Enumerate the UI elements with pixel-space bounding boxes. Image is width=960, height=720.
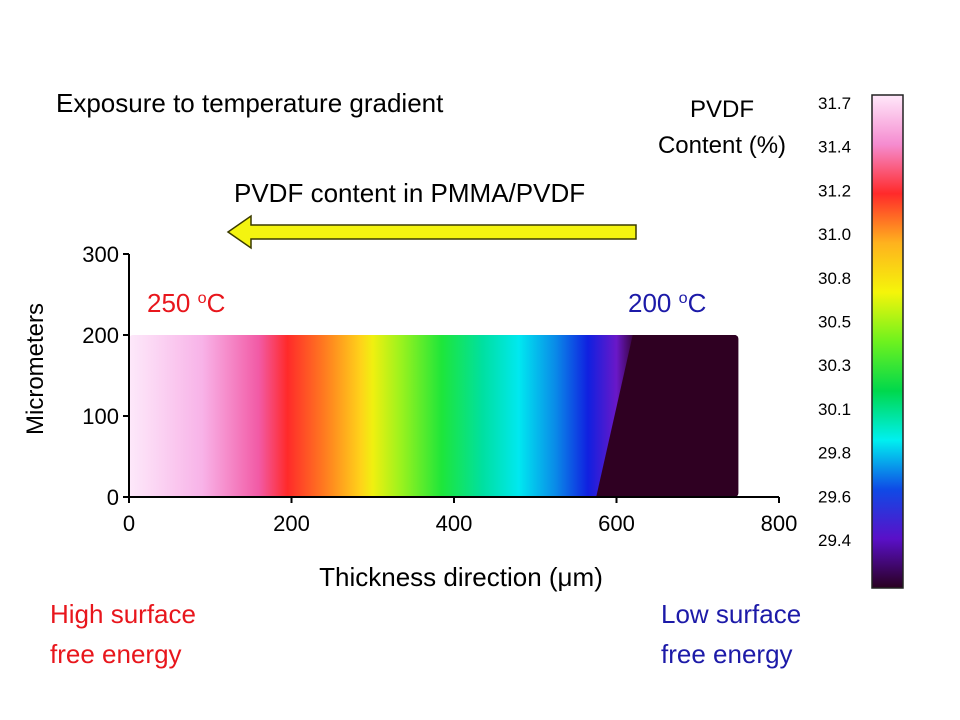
axes: 0 200 400 600 800 0 100 200 300 bbox=[82, 242, 797, 536]
right-temp-value: 200 bbox=[628, 288, 679, 318]
heatmap-region bbox=[129, 335, 739, 497]
left-note-line-1: High surface bbox=[50, 599, 196, 629]
right-note: Low surface free energy bbox=[661, 594, 801, 674]
x-tick-label-0: 0 bbox=[123, 511, 135, 536]
right-note-line-2: free energy bbox=[661, 639, 793, 669]
left-note-line-2: free energy bbox=[50, 639, 182, 669]
colorbar-tick-label-4: 30.8 bbox=[818, 269, 851, 288]
x-tick-label-4: 800 bbox=[761, 511, 798, 536]
colorbar-tick-label-6: 30.3 bbox=[818, 356, 851, 375]
colorbar-title-line-1: PVDF bbox=[689, 96, 754, 123]
dark-region bbox=[596, 335, 739, 497]
colorbar-tick-label-5: 30.5 bbox=[818, 313, 851, 332]
colorbar-tick-label-1: 31.4 bbox=[818, 138, 851, 157]
colorbar-tick-label-7: 30.1 bbox=[818, 400, 851, 419]
right-note-line-1: Low surface bbox=[661, 599, 802, 629]
right-temperature-label: 200 oC bbox=[628, 288, 706, 319]
left-temperature-label: 250 oC bbox=[147, 288, 225, 319]
colorbar-ticks: 31.7 31.4 31.2 31.0 30.8 30.5 30.3 30.1 29.8 29.6… bbox=[818, 94, 851, 550]
colorbar-tick-label-9: 29.6 bbox=[818, 487, 851, 506]
y-tick-label-1: 100 bbox=[82, 404, 119, 429]
right-temp-unit: C bbox=[687, 288, 707, 318]
colorbar-title-line-2: Content (%) bbox=[657, 132, 787, 159]
colorbar-tick-label-0: 31.7 bbox=[818, 94, 851, 113]
left-temp-unit: C bbox=[206, 288, 226, 318]
left-note: High surface free energy bbox=[50, 594, 196, 674]
colorbar-tick-label-10: 29.4 bbox=[818, 531, 851, 550]
x-tick-label-3: 600 bbox=[598, 511, 635, 536]
colorbar bbox=[871, 94, 904, 589]
colorbar-tick-label-3: 31.0 bbox=[818, 225, 851, 244]
left-temp-degree: o bbox=[197, 289, 207, 308]
y-tick-label-2: 200 bbox=[82, 323, 119, 348]
left-temp-value: 250 bbox=[147, 288, 198, 318]
colorbar-tick-label-8: 29.8 bbox=[818, 444, 851, 463]
direction-arrow bbox=[226, 214, 637, 250]
y-axis-title: Micrometers bbox=[22, 303, 49, 435]
x-axis-title: Thickness direction (μm) bbox=[319, 562, 603, 592]
colorbar-title: PVDF Content (%) bbox=[645, 92, 799, 164]
colorbar-tick-label-2: 31.2 bbox=[818, 181, 851, 200]
arrow-label: PVDF content in PMMA/PVDF bbox=[234, 178, 586, 208]
slide-title: Exposure to temperature gradient bbox=[56, 88, 444, 118]
y-tick-label-0: 0 bbox=[107, 485, 119, 510]
right-temp-degree: o bbox=[678, 289, 688, 308]
x-tick-label-1: 200 bbox=[273, 511, 310, 536]
x-tick-label-2: 400 bbox=[436, 511, 473, 536]
y-tick-label-3: 300 bbox=[82, 242, 119, 267]
